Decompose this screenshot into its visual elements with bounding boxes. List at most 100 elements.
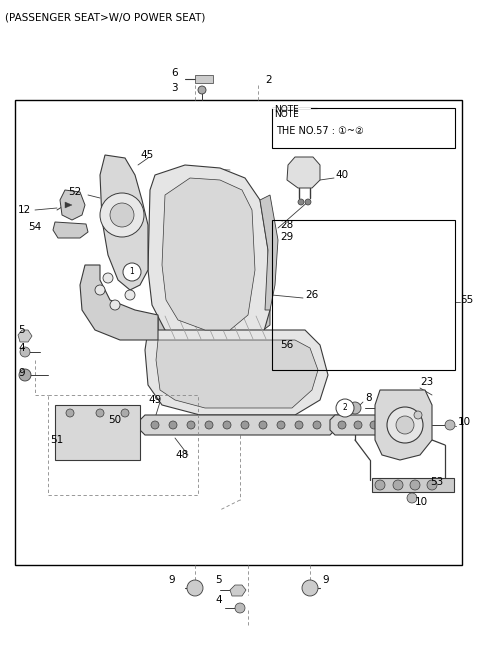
Circle shape	[313, 421, 321, 429]
Circle shape	[402, 421, 410, 429]
Circle shape	[393, 480, 403, 490]
Circle shape	[298, 199, 304, 205]
Circle shape	[349, 402, 361, 414]
Circle shape	[20, 347, 30, 357]
Circle shape	[410, 480, 420, 490]
Text: (PASSENGER SEAT>W/O POWER SEAT): (PASSENGER SEAT>W/O POWER SEAT)	[5, 12, 205, 22]
Polygon shape	[158, 310, 270, 340]
Text: 12: 12	[18, 205, 31, 215]
Text: 6: 6	[171, 68, 178, 78]
Text: 10: 10	[415, 497, 428, 507]
Text: 5: 5	[216, 575, 222, 585]
Text: NOTE: NOTE	[274, 105, 299, 114]
Polygon shape	[375, 390, 432, 460]
Circle shape	[198, 86, 206, 94]
Polygon shape	[53, 222, 88, 238]
Circle shape	[259, 421, 267, 429]
Circle shape	[223, 421, 231, 429]
Text: 56: 56	[280, 340, 293, 350]
Circle shape	[235, 603, 245, 613]
Circle shape	[386, 421, 394, 429]
Text: 10: 10	[458, 417, 471, 427]
Polygon shape	[145, 330, 328, 415]
Circle shape	[396, 416, 414, 434]
Text: 48: 48	[175, 450, 188, 460]
Circle shape	[19, 369, 31, 381]
Circle shape	[66, 409, 74, 417]
Text: 3: 3	[171, 83, 178, 93]
Bar	[272, 220, 455, 370]
Polygon shape	[65, 202, 72, 208]
Circle shape	[338, 421, 346, 429]
Circle shape	[407, 493, 417, 503]
Polygon shape	[148, 165, 270, 355]
Bar	[272, 108, 455, 148]
Bar	[372, 478, 454, 492]
Circle shape	[121, 409, 129, 417]
Circle shape	[445, 420, 455, 430]
Text: 4: 4	[216, 595, 222, 605]
Circle shape	[205, 421, 213, 429]
Polygon shape	[260, 195, 278, 310]
Text: 50: 50	[108, 415, 121, 425]
Text: 55: 55	[460, 295, 473, 305]
Circle shape	[354, 421, 362, 429]
Circle shape	[375, 480, 385, 490]
Circle shape	[187, 580, 203, 596]
Text: 23: 23	[420, 377, 433, 387]
Circle shape	[95, 285, 105, 295]
Circle shape	[96, 409, 104, 417]
Text: NOTE: NOTE	[274, 110, 299, 119]
Bar	[15, 100, 462, 565]
Text: 29: 29	[280, 232, 293, 242]
Text: 8: 8	[365, 393, 372, 403]
Circle shape	[241, 421, 249, 429]
Polygon shape	[287, 157, 320, 188]
Text: 4: 4	[18, 343, 24, 353]
Text: 9: 9	[18, 368, 24, 378]
Circle shape	[151, 421, 159, 429]
Circle shape	[125, 290, 135, 300]
Text: 5: 5	[18, 325, 24, 335]
Polygon shape	[100, 155, 148, 290]
Polygon shape	[140, 415, 340, 435]
Text: 26: 26	[305, 290, 318, 300]
Polygon shape	[330, 415, 422, 435]
Text: 28: 28	[280, 220, 293, 230]
Circle shape	[110, 300, 120, 310]
Circle shape	[110, 203, 134, 227]
Bar	[55, 405, 140, 460]
Text: 2: 2	[265, 75, 272, 85]
Polygon shape	[60, 190, 85, 220]
Circle shape	[277, 421, 285, 429]
Circle shape	[187, 421, 195, 429]
Text: 9: 9	[168, 575, 175, 585]
Text: THE NO.57 : ①~②: THE NO.57 : ①~②	[276, 126, 364, 136]
Text: 9: 9	[322, 575, 329, 585]
Circle shape	[427, 480, 437, 490]
Text: 45: 45	[140, 150, 153, 160]
Text: 49: 49	[148, 395, 161, 405]
Polygon shape	[162, 178, 255, 330]
Circle shape	[123, 263, 141, 281]
Polygon shape	[230, 585, 246, 596]
Circle shape	[100, 193, 144, 237]
Bar	[48, 395, 198, 495]
Circle shape	[336, 399, 354, 417]
Text: 53: 53	[430, 477, 443, 487]
Text: 40: 40	[335, 170, 348, 180]
Text: 2: 2	[343, 403, 348, 413]
Text: 51: 51	[50, 435, 63, 445]
Circle shape	[169, 421, 177, 429]
Circle shape	[305, 199, 311, 205]
Bar	[195, 75, 213, 83]
Circle shape	[302, 580, 318, 596]
Circle shape	[387, 407, 423, 443]
Polygon shape	[156, 340, 318, 408]
Circle shape	[414, 411, 422, 419]
Text: 52: 52	[68, 187, 81, 197]
Polygon shape	[18, 330, 32, 342]
Text: 54: 54	[28, 222, 41, 232]
Circle shape	[370, 421, 378, 429]
Text: 1: 1	[130, 268, 134, 276]
